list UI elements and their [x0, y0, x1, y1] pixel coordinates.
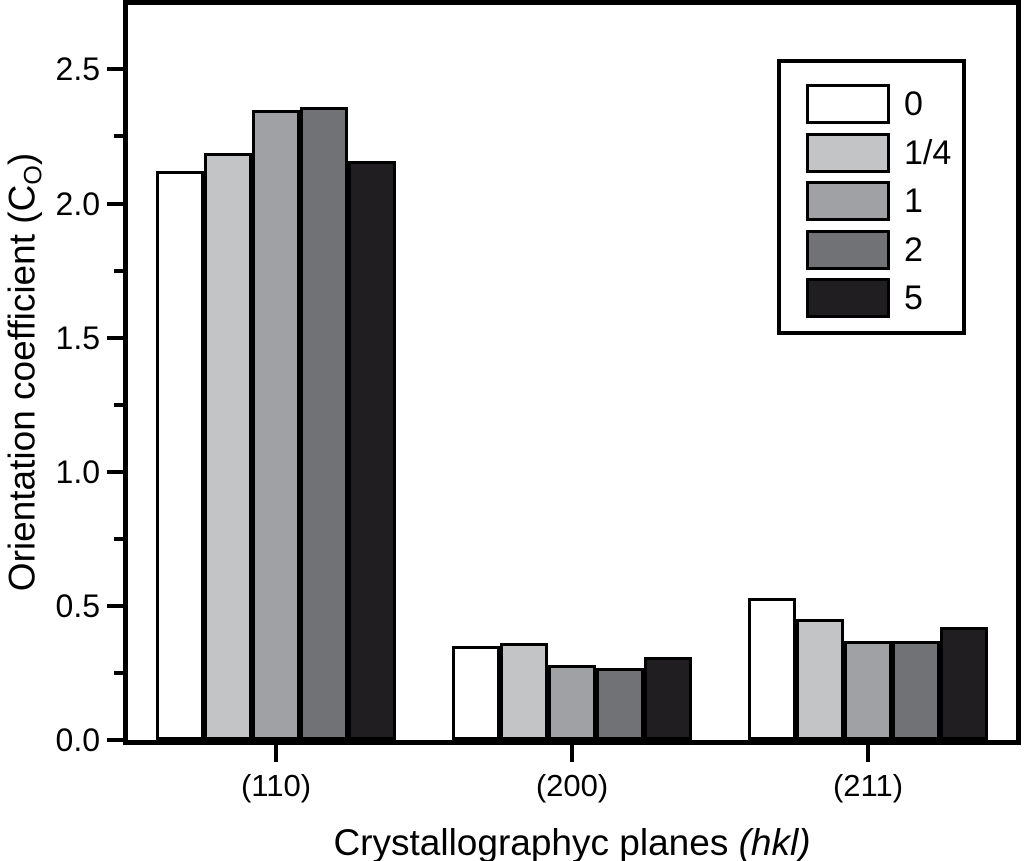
x-axis-title-text: Crystallographyc planes — [333, 822, 729, 861]
plot-area: 0 1/4 1 2 5 0.0 0.5 1.0 1.5 2.0 2.5 (110) (200) (211… — [56, 0, 1021, 801]
legend-label: 2 — [904, 230, 923, 269]
y-major-tick — [107, 335, 123, 340]
legend-label: 1/4 — [904, 133, 952, 172]
y-axis-title: Orientation coefficient (CO) — [1, 153, 48, 591]
y-minor-tick — [114, 402, 123, 407]
bar-200-series-3 — [596, 667, 644, 740]
legend-swatch — [806, 181, 890, 221]
bar-211-series-1 — [796, 619, 844, 740]
bar-211-series-3 — [892, 640, 940, 740]
y-major-tick — [107, 603, 123, 608]
legend-item: 5 — [806, 278, 962, 318]
legend-label: 0 — [904, 85, 923, 123]
legend-swatch — [806, 229, 890, 270]
y-tick-label: 1.5 — [55, 319, 100, 356]
y-axis-title-subscript: O — [19, 165, 48, 185]
legend-item: 1/4 — [806, 132, 962, 173]
x-tick — [570, 740, 574, 762]
y-tick-label: 1.0 — [55, 453, 100, 490]
y-major-tick — [107, 67, 123, 72]
legend-label: 1 — [904, 182, 923, 220]
bar-200-series-0 — [452, 646, 500, 740]
bar-200-series-2 — [548, 664, 596, 740]
bar-110-series-2 — [252, 109, 300, 740]
y-minor-tick — [114, 670, 123, 675]
legend-swatch — [806, 278, 890, 318]
legend-swatch — [806, 84, 890, 124]
bar-110-series-0 — [156, 171, 204, 740]
y-tick-label: 2.0 — [55, 185, 100, 222]
y-major-tick — [107, 738, 123, 742]
bar-110-series-1 — [204, 152, 252, 740]
bar-110-series-4 — [348, 160, 396, 740]
y-major-tick — [107, 201, 123, 206]
y-minor-tick — [114, 134, 123, 139]
legend-swatch — [806, 132, 890, 173]
y-axis-title-close: ) — [1, 152, 43, 166]
x-category-label: (211) — [832, 768, 904, 803]
y-minor-tick — [114, 268, 123, 273]
x-axis-title-italic: (hkl) — [738, 822, 811, 861]
y-minor-tick — [114, 536, 123, 541]
bar-211-series-4 — [940, 627, 988, 740]
legend-item: 1 — [806, 181, 962, 221]
legend: 0 1/4 1 2 5 — [777, 59, 966, 335]
x-category-label: (110) — [240, 768, 312, 803]
x-category-label: (200) — [535, 768, 609, 803]
y-tick-label: 0.5 — [55, 587, 100, 624]
bar-211-series-2 — [844, 640, 892, 740]
y-tick-label: 0.0 — [55, 722, 100, 758]
x-axis-title: Crystallographyc planes (hkl) — [123, 822, 1021, 861]
y-tick-label: 2.5 — [55, 51, 100, 88]
legend-label: 5 — [904, 279, 923, 317]
y-axis-title-text: Orientation coefficient (C — [1, 184, 43, 592]
bar-110-series-3 — [300, 106, 348, 740]
bar-211-series-0 — [748, 597, 796, 740]
x-tick — [866, 740, 870, 762]
bar-200-series-1 — [500, 643, 548, 740]
legend-item: 2 — [806, 229, 962, 270]
x-tick — [274, 740, 278, 762]
legend-item: 0 — [806, 84, 962, 124]
bar-200-series-4 — [644, 656, 692, 740]
y-major-tick — [107, 469, 123, 474]
